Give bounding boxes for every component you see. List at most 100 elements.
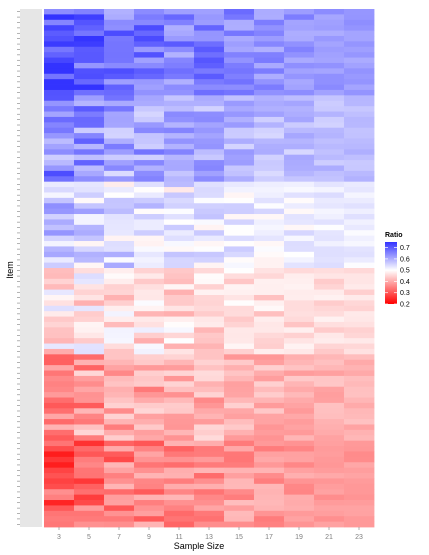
heatmap-cell	[74, 95, 105, 102]
heatmap-cell	[254, 505, 285, 512]
heatmap-cell	[224, 370, 255, 377]
heatmap-cell	[164, 300, 195, 307]
heatmap-cell	[74, 402, 105, 409]
heatmap-cell	[224, 500, 255, 506]
heatmap-cell	[104, 73, 135, 80]
heatmap-cell	[224, 219, 255, 226]
heatmap-cell	[164, 429, 195, 436]
heatmap-cell	[284, 251, 315, 258]
heatmap-cell	[134, 278, 165, 285]
heatmap-cell	[44, 138, 75, 145]
heatmap-cell	[224, 429, 255, 436]
heatmap-cell	[254, 208, 285, 215]
heatmap-cell	[74, 143, 105, 150]
heatmap-cell	[284, 467, 315, 474]
heatmap-cell	[314, 187, 345, 193]
heatmap-cell	[314, 316, 345, 323]
heatmap-cell	[194, 311, 225, 317]
heatmap-cell	[104, 521, 135, 528]
heatmap-cell	[344, 122, 375, 129]
heatmap-cell	[164, 505, 195, 512]
heatmap-cell	[284, 57, 315, 64]
heatmap-cell	[164, 235, 195, 242]
heatmap-cell	[224, 122, 255, 129]
heatmap-cell	[74, 224, 105, 231]
heatmap-cell	[44, 203, 75, 210]
heatmap-cell	[224, 402, 255, 409]
heatmap-cell	[104, 35, 135, 42]
heatmap-cell	[314, 300, 345, 307]
heatmap-cell	[254, 224, 285, 231]
heatmap-cell	[224, 451, 255, 458]
heatmap-cell	[314, 46, 345, 53]
heatmap-cell	[194, 89, 225, 96]
color-legend: Ratio 0.7 0.6 0.5 0.4 0.3 0.2	[385, 232, 410, 309]
heatmap-cell	[344, 381, 375, 388]
heatmap-cell	[74, 214, 105, 220]
heatmap-cell	[104, 294, 135, 301]
heatmap-cell	[254, 116, 285, 123]
heatmap-cell	[224, 327, 255, 334]
heatmap-cell	[134, 321, 165, 328]
heatmap-cell	[314, 257, 345, 264]
heatmap-cell	[314, 170, 345, 177]
heatmap-cell	[134, 230, 165, 237]
heatmap-cell	[284, 510, 315, 517]
heatmap-cell	[164, 246, 195, 253]
heatmap-cell	[344, 84, 375, 91]
heatmap-cell	[104, 489, 135, 496]
heatmap-cell	[284, 343, 315, 350]
heatmap-cell	[194, 116, 225, 123]
heatmap-cell	[74, 489, 105, 496]
heatmap-cell	[44, 429, 75, 436]
heatmap-cell	[104, 284, 135, 290]
heatmap-cell	[284, 84, 315, 91]
heatmap-cell	[224, 262, 255, 269]
heatmap-cell	[284, 170, 315, 177]
heatmap-cell	[194, 100, 225, 107]
heatmap-cell	[224, 332, 255, 339]
heatmap-cell	[344, 203, 375, 210]
heatmap-cell	[74, 235, 105, 242]
heatmap-cell	[74, 84, 105, 91]
heatmap-cell	[254, 397, 285, 404]
heatmap-cell	[284, 392, 315, 398]
heatmap-cell	[194, 397, 225, 404]
heatmap-cell	[314, 500, 345, 506]
heatmap-cell	[74, 478, 105, 485]
heatmap-cell	[224, 494, 255, 501]
heatmap-cell	[284, 440, 315, 447]
heatmap-cell	[104, 262, 135, 269]
heatmap-cell	[254, 332, 285, 339]
heatmap-cell	[164, 251, 195, 258]
heatmap-cell	[164, 46, 195, 53]
heatmap-cell	[284, 100, 315, 107]
heatmap-cell	[254, 521, 285, 528]
heatmap-cell	[344, 397, 375, 404]
heatmap-cell	[344, 224, 375, 231]
heatmap-cell	[104, 278, 135, 285]
heatmap-cell	[344, 408, 375, 415]
heatmap-cell	[224, 235, 255, 242]
heatmap-cell	[74, 305, 105, 312]
heatmap-cell	[194, 489, 225, 496]
heatmap-cell	[74, 289, 105, 296]
heatmap-cell	[104, 68, 135, 75]
heatmap-cell	[164, 338, 195, 344]
heatmap-cell	[254, 386, 285, 393]
heatmap-cell	[314, 278, 345, 285]
heatmap-cell	[104, 100, 135, 107]
heatmap-cell	[44, 402, 75, 409]
heatmap-cell	[344, 127, 375, 134]
heatmap-cell	[44, 516, 75, 523]
heatmap-cell	[194, 25, 225, 31]
heatmap-cell	[164, 489, 195, 496]
heatmap-cell	[134, 510, 165, 517]
heatmap-cell	[344, 413, 375, 420]
heatmap-cell	[224, 284, 255, 290]
heatmap-cell	[164, 160, 195, 166]
heatmap-cell	[134, 68, 165, 75]
heatmap-cell	[314, 359, 345, 366]
heatmap-cell	[224, 354, 255, 361]
heatmap-cell	[104, 30, 135, 37]
